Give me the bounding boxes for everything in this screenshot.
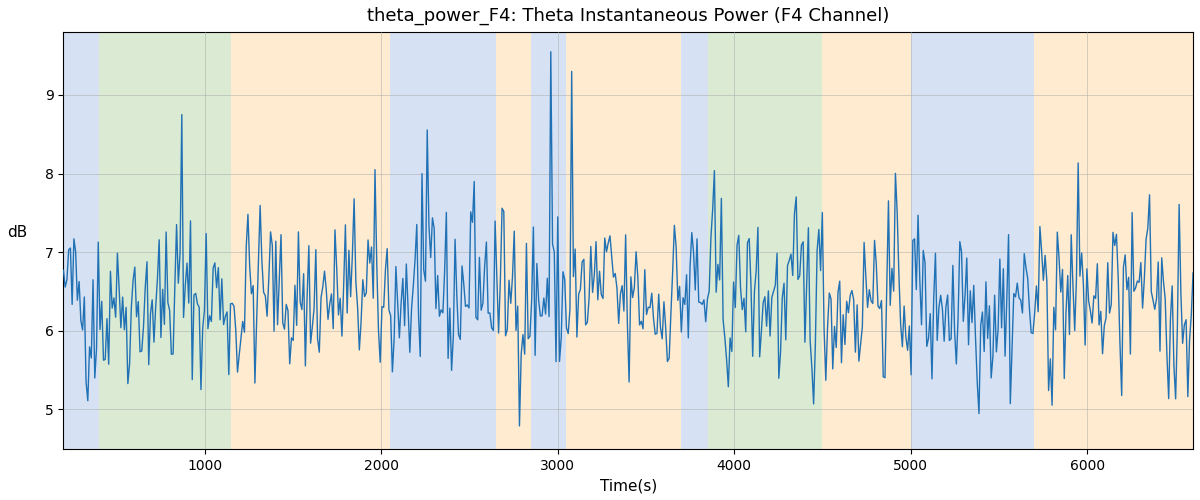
Bar (1034, 32, 1193, 449)
Bar (911, 32, 1034, 449)
Title: theta_power_F4: Theta Instantaneous Power (F4 Channel): theta_power_F4: Theta Instantaneous Powe… (367, 7, 889, 25)
Bar (496, 32, 532, 449)
Bar (682, 32, 708, 449)
Bar (390, 32, 496, 449)
Bar (822, 32, 911, 449)
X-axis label: Time(s): Time(s) (600, 478, 656, 493)
Y-axis label: dB: dB (7, 226, 28, 240)
Bar (64, 32, 98, 449)
Bar (566, 32, 682, 449)
Bar (532, 32, 566, 449)
Bar (708, 32, 822, 449)
Bar (98, 32, 232, 449)
Bar (232, 32, 390, 449)
